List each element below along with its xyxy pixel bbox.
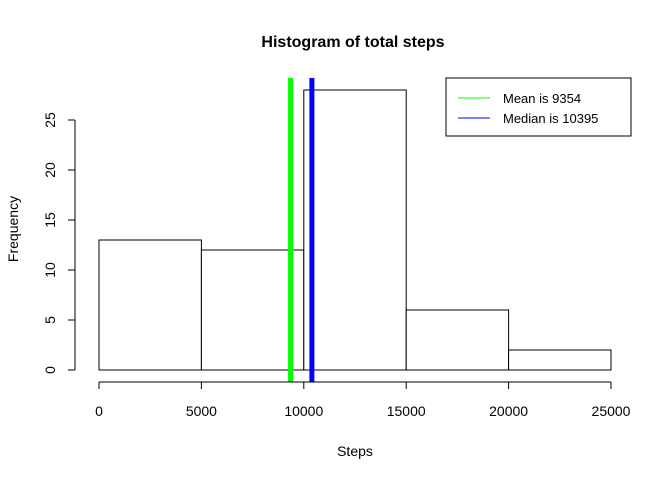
chart-title: Histogram of total steps [261,34,444,51]
histogram-bar-3 [405,309,510,371]
y-axis-label: Frequency [5,196,21,262]
histogram-bar-4 [508,349,612,371]
histogram-bar-0 [98,239,202,371]
x-axis: 0 5000 10000 15000 20000 25000 [95,381,631,419]
reference-lines [288,78,315,382]
y-tick-label-5: 25 [42,112,58,128]
y-tick-label-2: 10 [42,262,58,278]
legend-box [445,77,632,137]
x-tick-label-1: 5000 [186,403,217,419]
x-tick-label-2: 10000 [284,403,323,419]
histogram-bar-2 [303,89,407,371]
x-tick-label-4: 20000 [489,403,528,419]
legend-label-1: Median is 10395 [503,111,598,126]
y-tick-label-3: 15 [42,212,58,228]
histogram-bar-1 [200,249,305,371]
y-tick-label-1: 5 [42,316,58,324]
legend-label-0: Mean is 9354 [503,91,581,106]
x-tick-label-0: 0 [95,403,103,419]
y-tick-label-0: 0 [42,366,58,374]
x-tick-label-5: 25000 [592,403,631,419]
y-tick-label-4: 20 [42,162,58,178]
x-tick-label-3: 15000 [387,403,426,419]
histogram-bars [98,89,612,371]
legend: Mean is 9354 Median is 10395 [445,77,632,137]
x-axis-label: Steps [337,443,373,459]
y-axis: 0 5 10 15 20 25 [42,112,76,374]
